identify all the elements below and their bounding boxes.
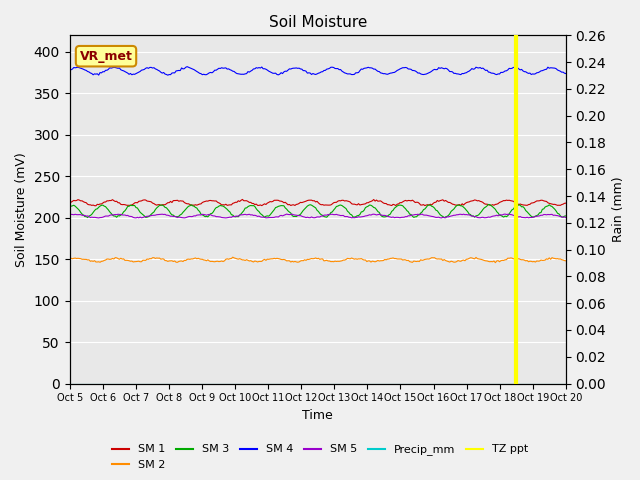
SM 4 <box>241 71 249 77</box>
SM 3 <box>562 213 570 219</box>
SM 4 <box>233 71 241 76</box>
Legend: SM 1, SM 2, SM 3, SM 4, SM 5, Precip_mm, TZ ppt: SM 1, SM 2, SM 3, SM 4, SM 5, Precip_mm,… <box>108 440 532 474</box>
Precip_mm <box>283 381 291 386</box>
SM 5 <box>537 212 545 218</box>
SM 2 <box>537 257 545 263</box>
SM 5 <box>214 214 221 219</box>
Precip_mm <box>66 381 74 386</box>
SM 1 <box>562 200 570 206</box>
SM 4 <box>183 64 191 70</box>
Text: VR_met: VR_met <box>79 50 132 63</box>
SM 5 <box>283 211 291 217</box>
SM 1 <box>66 200 74 205</box>
SM 5 <box>438 215 445 221</box>
SM 2 <box>229 254 237 260</box>
SM 2 <box>232 255 239 261</box>
SM 5 <box>562 215 570 220</box>
SM 1 <box>215 200 223 206</box>
SM 4 <box>127 71 134 76</box>
SM 4 <box>216 66 224 72</box>
SM 2 <box>240 257 248 263</box>
Line: SM 1: SM 1 <box>70 199 566 206</box>
X-axis label: Time: Time <box>302 409 333 422</box>
SM 4 <box>285 66 293 72</box>
SM 2 <box>66 256 74 262</box>
SM 4 <box>66 68 74 73</box>
SM 1 <box>285 202 293 207</box>
SM 5 <box>66 212 74 217</box>
SM 3 <box>484 202 492 207</box>
SM 3 <box>283 206 291 212</box>
SM 5 <box>239 212 246 218</box>
SM 1 <box>241 198 249 204</box>
SM 4 <box>537 68 545 74</box>
Line: SM 2: SM 2 <box>70 257 566 263</box>
Precip_mm <box>239 381 246 386</box>
SM 3 <box>214 204 221 210</box>
Precip_mm <box>534 381 542 386</box>
SM 1 <box>239 196 246 202</box>
SM 3 <box>66 203 74 209</box>
Precip_mm <box>562 381 570 386</box>
SM 2 <box>127 258 134 264</box>
SM 3 <box>230 214 238 219</box>
SM 3 <box>127 202 134 208</box>
Title: Soil Moisture: Soil Moisture <box>269 15 367 30</box>
SM 3 <box>537 210 545 216</box>
Line: SM 3: SM 3 <box>70 204 566 218</box>
SM 3 <box>440 215 448 221</box>
Y-axis label: Soil Moisture (mV): Soil Moisture (mV) <box>15 152 28 267</box>
SM 2 <box>284 258 292 264</box>
SM 1 <box>128 202 136 208</box>
SM 4 <box>562 71 570 76</box>
Precip_mm <box>127 381 134 386</box>
SM 2 <box>562 258 570 264</box>
Precip_mm <box>230 381 238 386</box>
SM 1 <box>92 203 100 209</box>
Precip_mm <box>214 381 221 386</box>
SM 3 <box>239 209 246 215</box>
SM 1 <box>537 197 545 203</box>
SM 4 <box>164 72 172 78</box>
Line: SM 4: SM 4 <box>70 67 566 75</box>
SM 5 <box>127 214 134 219</box>
SM 5 <box>230 214 238 219</box>
SM 2 <box>214 258 221 264</box>
SM 2 <box>492 260 499 265</box>
SM 5 <box>501 211 509 217</box>
SM 1 <box>232 199 239 205</box>
Line: SM 5: SM 5 <box>70 214 566 218</box>
Y-axis label: Rain (mm): Rain (mm) <box>612 177 625 242</box>
